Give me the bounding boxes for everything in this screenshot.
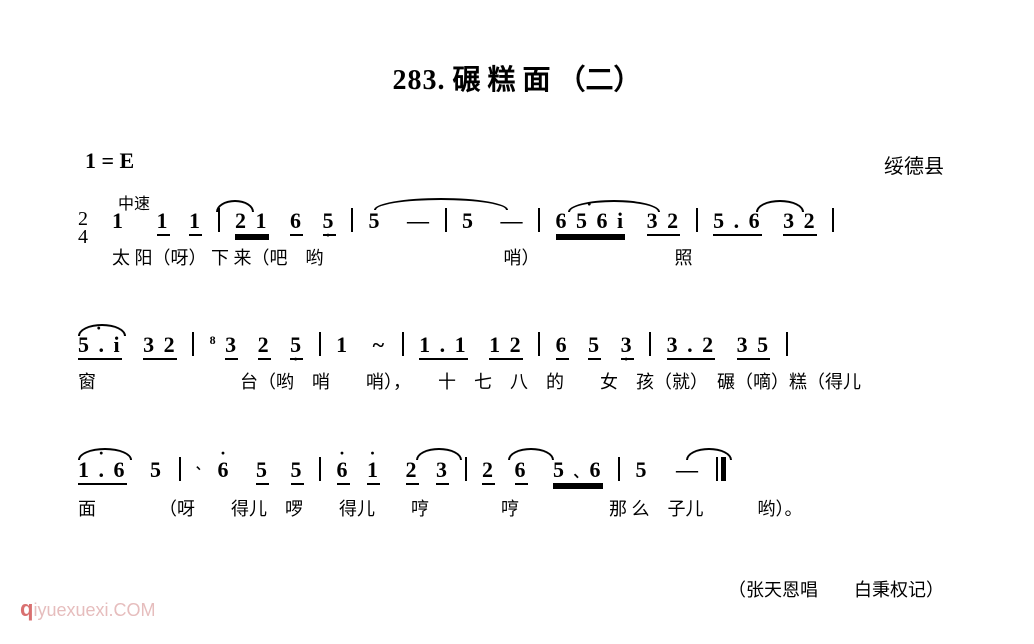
barline	[192, 332, 194, 356]
barline	[649, 332, 651, 356]
barline	[319, 457, 321, 481]
watermark-prefix: q	[20, 596, 33, 621]
barline	[319, 332, 321, 356]
barline	[538, 332, 540, 356]
watermark-text: iyuexuexi.COM	[33, 600, 155, 620]
lyrics-row-3: 面 （呀 得儿 啰 得儿 哼 哼 那 么 子儿 哟）。	[78, 495, 956, 521]
barline	[786, 332, 788, 356]
notes-row-1: 1 1 1 2 1 6 5 5 — 5 — 6 5 6 i 3 2 5 . 6 …	[78, 208, 956, 236]
music-line-2: 5 . i 3 2 8 3 2 5 1 ~ 1 . 1 1 2 6 5 3 3 …	[78, 332, 956, 394]
tie-mark	[374, 198, 508, 210]
lyrics-row-1: 太 阳（呀） 下 来（吧 哟 哨） 照	[78, 244, 956, 270]
barline	[618, 457, 620, 481]
credit-line: （张天恩唱 白秉权记）	[728, 576, 944, 602]
music-line-3: 1 . 6 5 、 6 5 5 6 1 2 3 2 6 5 、6 5 — 面 （…	[78, 456, 956, 521]
watermark: qiyuexuexi.COM	[20, 596, 156, 622]
key-signature: 1 = E	[85, 148, 134, 174]
origin-county: 绥德县	[884, 150, 944, 179]
title-number: 283.	[392, 65, 445, 96]
barline	[465, 457, 467, 481]
final-barline	[716, 457, 726, 487]
barline	[179, 457, 181, 481]
sheet-music-page: 283. 碾 糕 面 （二） 1 = E 绥德县 中速 2 4 1 1 1 2 …	[0, 0, 1034, 644]
tie-mark	[686, 448, 732, 460]
music-line-1: 1 1 1 2 1 6 5 5 — 5 — 6 5 6 i 3 2 5 . 6 …	[78, 208, 956, 270]
barline	[538, 208, 540, 232]
title-text: 碾 糕 面	[452, 65, 550, 96]
lyrics-row-2: 窗 台（哟 哨 哨）， 十 七 八 的 女 孩（就） 碾（嘀）糕（得儿	[78, 368, 956, 394]
barline	[402, 332, 404, 356]
barline	[445, 208, 447, 232]
title: 283. 碾 糕 面 （二）	[0, 58, 1034, 98]
title-sub: （二）	[558, 65, 642, 96]
notes-row-3: 1 . 6 5 、 6 5 5 6 1 2 3 2 6 5 、6 5 —	[78, 456, 956, 487]
barline	[351, 208, 353, 232]
notes-row-2: 5 . i 3 2 8 3 2 5 1 ~ 1 . 1 1 2 6 5 3 3 …	[78, 332, 956, 360]
barline	[832, 208, 834, 232]
barline	[696, 208, 698, 232]
